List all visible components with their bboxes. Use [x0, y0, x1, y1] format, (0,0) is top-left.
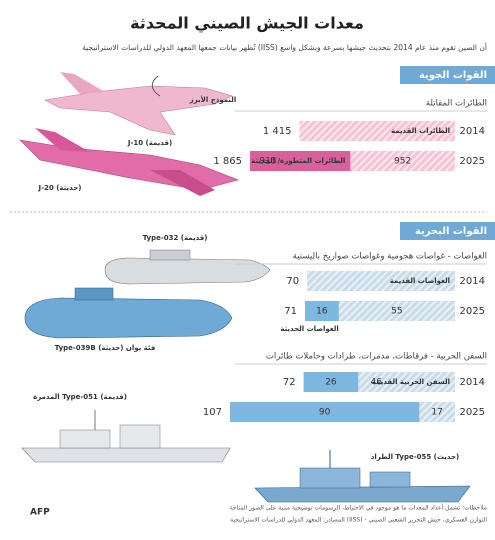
bar-segment [250, 151, 351, 171]
year: 2014 [460, 377, 485, 388]
hatch [338, 301, 455, 321]
bar-segment [230, 402, 420, 422]
row-total: 1 865 [213, 156, 242, 167]
year: 2025 [460, 407, 485, 418]
hatch [299, 121, 455, 141]
segment-value: 17 [431, 408, 442, 418]
segment-value: 952 [394, 157, 411, 167]
pointer [151, 75, 161, 97]
row-total: 70 [286, 276, 299, 287]
segment-value: 46 [371, 378, 383, 388]
year: 2014 [460, 276, 485, 287]
year: 2025 [460, 156, 485, 167]
segment-value: 913 [259, 157, 276, 167]
caption: J-10 (قديمة) [127, 139, 172, 147]
logo: AFP [30, 508, 50, 518]
notes: ملاحظات: تشمل أعداد المعدات ما هو موجود … [230, 504, 487, 512]
section-header [400, 222, 495, 240]
type032-illustration [104, 249, 271, 285]
year: 2014 [460, 126, 485, 137]
caption: النموذج الأبرز [189, 95, 237, 104]
title: معدات الجيش الصيني المحدثة [130, 14, 364, 34]
source: المصادر: المعهد الدولي للدراسات الاسترات… [230, 517, 487, 524]
segment-value: 16 [316, 307, 328, 317]
bar-segment [303, 372, 359, 392]
row-total: 71 [284, 306, 297, 317]
caption: Type-039B فئة يوان (حديثة) [55, 344, 156, 352]
group-title: الغواصات - غواصات هجومية وغواصات صواريخ … [293, 252, 487, 262]
segment-value: 26 [325, 378, 337, 388]
caption: J-20 (حديثة) [38, 184, 82, 192]
hatch [350, 151, 455, 171]
caption: الطراد Type-055 (حديث) [371, 453, 459, 461]
section-header [400, 66, 495, 84]
group-title: الطائرات المقاتلة [426, 99, 487, 109]
hatch [307, 271, 455, 291]
caption: المدمرة Type-051 (قديمة) [33, 393, 127, 401]
segment-value: 55 [391, 307, 402, 317]
type051-illustration [21, 410, 231, 463]
j10-illustration [44, 72, 233, 136]
year: 2025 [460, 306, 485, 317]
hatch [419, 402, 455, 422]
segment-label: السفن الحربية القديمة [372, 378, 450, 386]
segment-label: الطائرات القديمة [391, 127, 450, 135]
type055-illustration [254, 450, 471, 503]
segment-value: 90 [319, 408, 331, 418]
row-total: 1 415 [263, 126, 292, 137]
segment-label: الغواصات القديمة [390, 277, 450, 285]
group-title: السفن الحربية - فرقاطات، مدمرات، طرادات … [266, 352, 487, 362]
segment-label: الغواصات الحديثة [280, 325, 338, 333]
j20-illustration [19, 128, 239, 196]
section-title: القوات البحرية [415, 226, 487, 237]
subtitle: تُظهر بيانات جمعها المعهد الدولي للدراسا… [82, 42, 487, 52]
type039b-illustration [24, 287, 233, 339]
row-total: 107 [203, 407, 222, 418]
bar-segment [305, 301, 339, 321]
section-title: القوات الجوية [419, 70, 487, 81]
hatch [358, 372, 455, 392]
caption: Type-032 (قديمة) [143, 234, 208, 242]
row-total: 72 [283, 377, 296, 388]
segment-label: الطائرات المتطورة/ الحديثة [251, 157, 345, 165]
